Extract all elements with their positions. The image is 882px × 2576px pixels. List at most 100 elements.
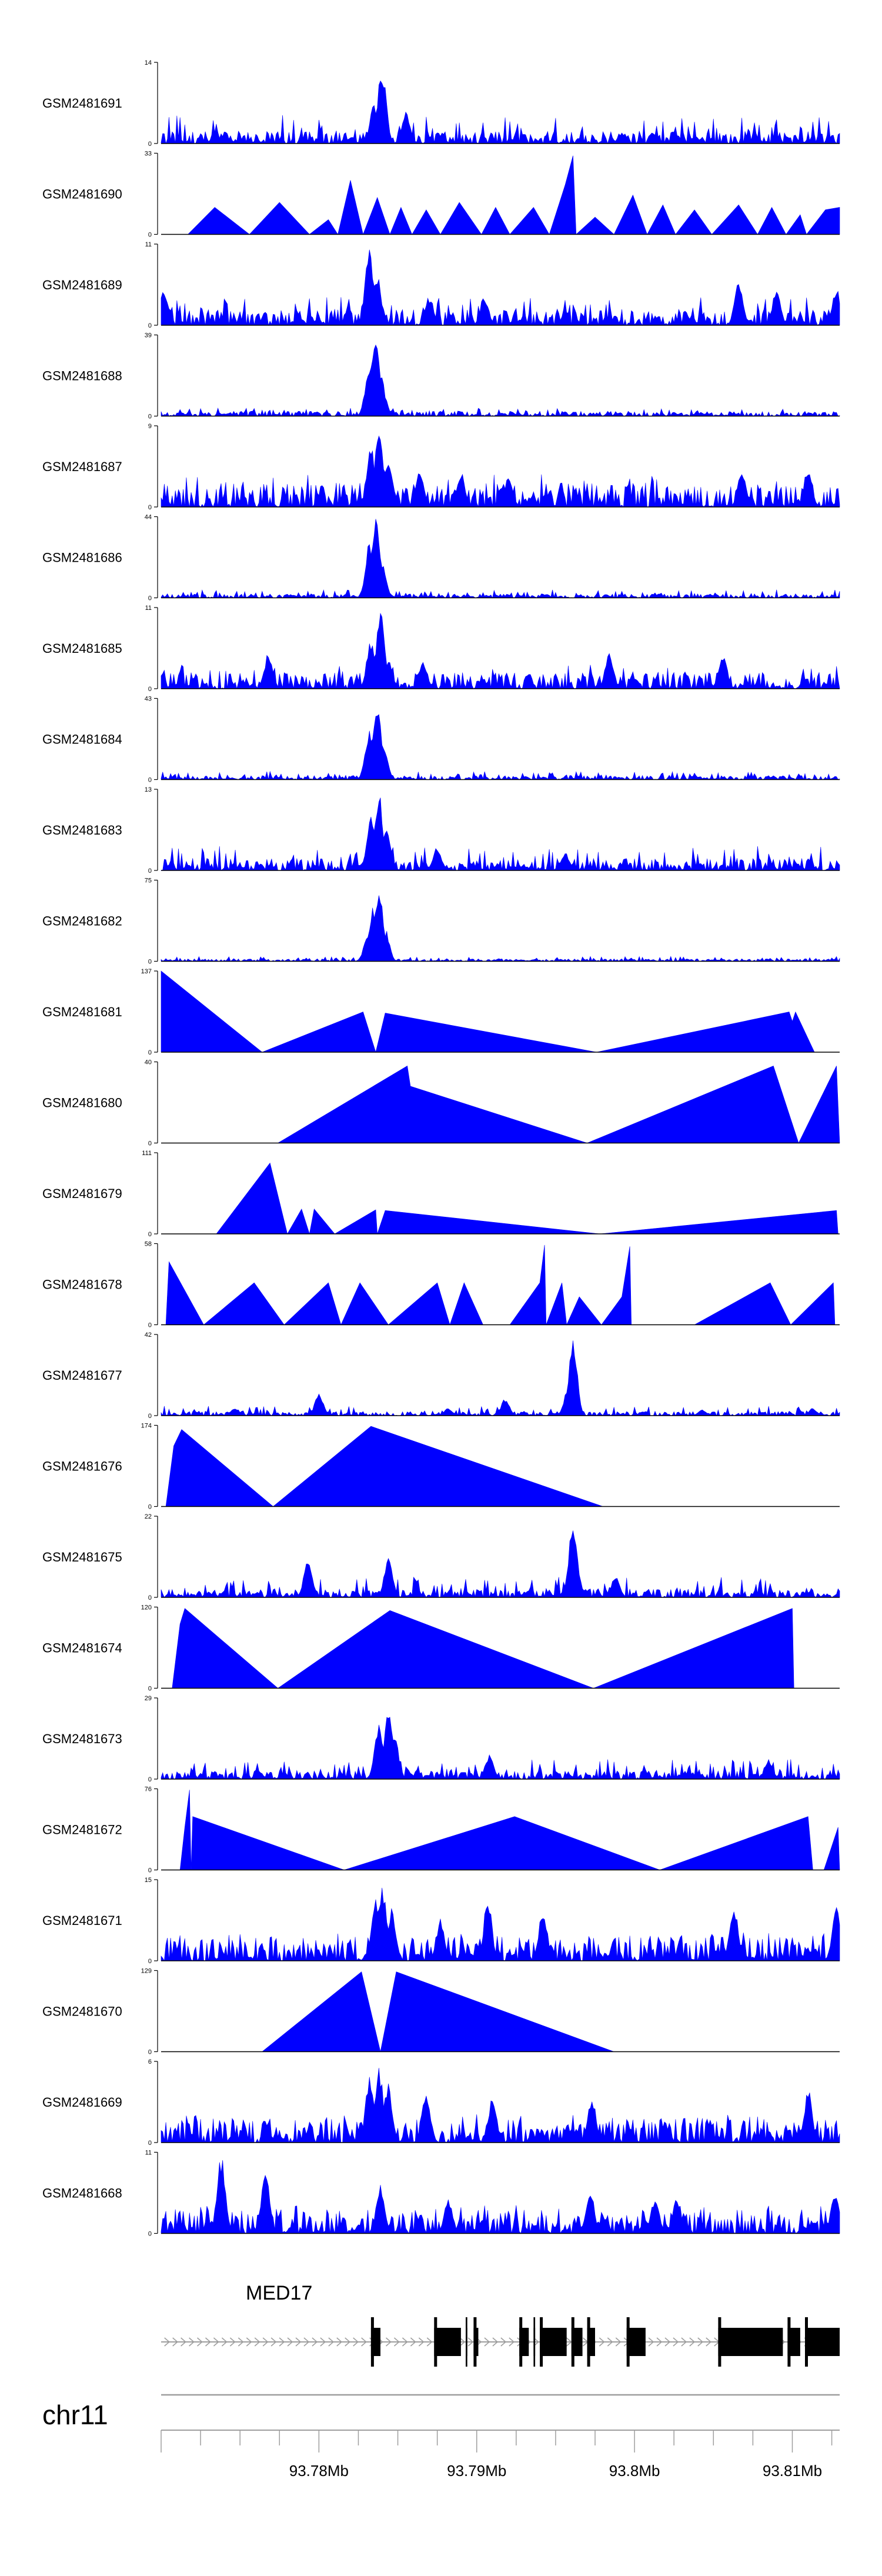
strand-arrow	[607, 2337, 613, 2347]
signal-tracks: GSM2481691140GSM2481690330GSM2481689110G…	[42, 59, 840, 2238]
gene-exon	[540, 2328, 567, 2356]
strand-arrow	[172, 2337, 178, 2347]
signal-area	[161, 1340, 840, 1416]
y-zero-label: 0	[148, 595, 152, 602]
strand-arrow	[509, 2337, 515, 2347]
track-label: GSM2481682	[42, 914, 122, 929]
y-max-label: 137	[141, 968, 152, 975]
strand-arrow	[320, 2337, 326, 2347]
y-zero-label: 0	[148, 959, 152, 966]
strand-arrow	[246, 2337, 252, 2347]
track-label: GSM2481676	[42, 1459, 122, 1474]
tick-label: 93.79Mb	[447, 2462, 506, 2480]
track-label: GSM2481675	[42, 1550, 122, 1564]
signal-area	[161, 895, 840, 962]
track-GSM2481686: GSM2481686 44 0	[42, 514, 840, 602]
track-GSM2481690: GSM2481690 33 0	[42, 151, 840, 239]
track-label: GSM2481672	[42, 1823, 122, 1837]
signal-area	[161, 80, 840, 144]
strand-arrow	[467, 2337, 474, 2347]
track-GSM2481669: GSM2481669 6 0	[42, 2058, 840, 2147]
chromosome-label: chr11	[42, 2400, 108, 2430]
signal-area	[161, 1530, 840, 1598]
y-zero-label: 0	[148, 1958, 152, 1965]
signal-area	[161, 519, 840, 599]
gene-exon	[626, 2328, 646, 2356]
track-label: GSM2481686	[42, 550, 122, 565]
strand-arrow	[689, 2337, 696, 2347]
y-max-label: 13	[145, 786, 152, 793]
track-label: GSM2481680	[42, 1096, 122, 1110]
y-max-label: 44	[145, 514, 152, 521]
y-max-label: 120	[141, 1604, 152, 1611]
exon-boundary	[540, 2317, 543, 2367]
y-max-label: 40	[145, 1059, 152, 1066]
track-GSM2481668: GSM2481668 11 0	[42, 2150, 840, 2238]
strand-arrow	[418, 2337, 425, 2347]
exon-boundary	[805, 2317, 808, 2367]
track-GSM2481679: GSM2481679 111 0	[42, 1150, 840, 1238]
gene-exon	[434, 2328, 461, 2356]
y-zero-label: 0	[148, 1686, 152, 1693]
strand-arrow	[426, 2337, 433, 2347]
strand-arrow	[697, 2337, 704, 2347]
signal-area	[161, 2160, 840, 2234]
track-label: GSM2481691	[42, 96, 122, 111]
track-label: GSM2481690	[42, 187, 122, 202]
y-max-label: 9	[148, 423, 152, 430]
y-max-label: 75	[145, 877, 152, 885]
y-zero-label: 0	[148, 504, 152, 511]
strand-arrow	[664, 2337, 671, 2347]
track-GSM2481678: GSM2481678 58 0	[42, 1241, 840, 1329]
y-max-label: 11	[145, 605, 152, 612]
track-GSM2481685: GSM2481685 11 0	[42, 605, 840, 693]
strand-arrow	[229, 2337, 236, 2347]
strand-arrow	[361, 2337, 367, 2347]
exon-boundary	[519, 2317, 523, 2367]
track-label: GSM2481671	[42, 1913, 122, 1928]
gene-exon	[718, 2328, 783, 2356]
track-GSM2481691: GSM2481691 14 0	[42, 59, 840, 148]
strand-arrow	[484, 2337, 490, 2347]
y-zero-label: 0	[148, 1504, 152, 1511]
gene-label: MED17	[246, 2282, 312, 2304]
y-zero-label: 0	[148, 1867, 152, 1874]
y-zero-label: 0	[148, 1231, 152, 1238]
y-max-label: 29	[145, 1695, 152, 1702]
track-GSM2481675: GSM2481675 22 0	[42, 1513, 840, 1601]
exon-boundary	[718, 2317, 721, 2367]
exon-boundary	[571, 2317, 574, 2367]
tick-label: 93.8Mb	[609, 2462, 660, 2480]
signal-area	[161, 1887, 840, 1961]
strand-arrow	[615, 2337, 622, 2347]
exon-boundary	[434, 2317, 437, 2367]
track-GSM2481682: GSM2481682 75 0	[42, 877, 840, 966]
strand-arrow	[303, 2337, 310, 2347]
ideogram-track: chr11	[42, 2394, 840, 2430]
strand-arrow	[221, 2337, 228, 2347]
track-GSM2481670: GSM2481670 129 0	[42, 1968, 840, 2056]
strand-arrow	[353, 2337, 359, 2347]
strand-arrow	[189, 2337, 195, 2347]
strand-arrow	[295, 2337, 302, 2347]
tick-label: 93.81Mb	[763, 2462, 822, 2480]
track-GSM2481683: GSM2481683 13 0	[42, 786, 840, 875]
y-max-label: 58	[145, 1241, 152, 1248]
strand-arrow	[336, 2337, 343, 2347]
strand-arrow	[386, 2337, 392, 2347]
y-zero-label: 0	[148, 2140, 152, 2147]
strand-arrow	[500, 2337, 507, 2347]
y-zero-label: 0	[148, 1776, 152, 1783]
y-max-label: 39	[145, 332, 152, 339]
strand-arrow	[706, 2337, 712, 2347]
track-GSM2481676: GSM2481676 174 0	[42, 1423, 840, 1511]
signal-area	[161, 344, 840, 417]
strand-arrow	[238, 2337, 244, 2347]
strand-arrow	[262, 2337, 269, 2347]
strand-arrow	[279, 2337, 285, 2347]
y-zero-label: 0	[148, 867, 152, 875]
track-label: GSM2481678	[42, 1277, 122, 1292]
strand-arrow	[312, 2337, 318, 2347]
signal-area	[161, 2068, 840, 2143]
